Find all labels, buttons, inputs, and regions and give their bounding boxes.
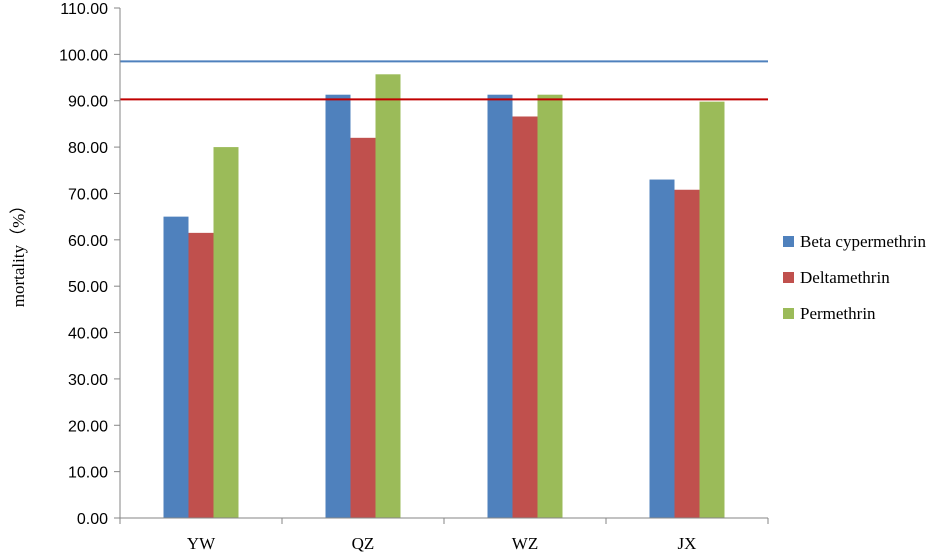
reference-lines — [120, 60, 768, 101]
x-category-label: WZ — [512, 534, 538, 553]
y-tick-label: 10.00 — [68, 465, 108, 482]
bar-qz-deltamethrin — [350, 137, 376, 518]
bars — [163, 74, 725, 519]
legend-swatch — [783, 236, 794, 247]
x-axis-labels: YW QZ WZ JX — [187, 534, 697, 553]
y-tick-label: 30.00 — [68, 372, 108, 389]
bar-wz-deltamethrin — [512, 116, 538, 518]
y-tick-label: 50.00 — [68, 279, 108, 296]
x-category-label: QZ — [352, 534, 375, 553]
legend-label: Beta cypermethrin — [800, 232, 927, 251]
y-tick-label: 110.00 — [60, 1, 108, 18]
bar-jx-beta-cypermethrin — [649, 179, 675, 518]
bar-qz-permethrin — [375, 74, 401, 519]
y-tick-label: 0.00 — [77, 511, 108, 528]
axes — [119, 8, 769, 524]
legend-label: Deltamethrin — [800, 268, 890, 287]
bar-yw-beta-cypermethrin — [163, 216, 189, 519]
y-tick-label: 60.00 — [68, 233, 108, 250]
y-axis-title: mortality（%） — [9, 197, 28, 307]
legend-swatch — [783, 272, 794, 283]
bar-yw-permethrin — [213, 147, 239, 518]
y-axis-ticks: 0.00 10.00 20.00 30.00 40.00 50.00 60.00 70.00 8… — [59, 1, 120, 528]
legend: Beta cypermethrin Deltamethrin Permethrin — [783, 232, 927, 323]
y-tick-label: 20.00 — [68, 418, 108, 435]
legend-swatch — [783, 308, 794, 319]
y-tick-label: 70.00 — [68, 186, 108, 203]
bar-wz-beta-cypermethrin — [487, 94, 513, 518]
x-category-label: YW — [187, 534, 216, 553]
bar-wz-permethrin — [537, 94, 563, 518]
bar-jx-deltamethrin — [674, 189, 700, 518]
y-tick-label: 80.00 — [68, 140, 108, 157]
legend-label: Permethrin — [800, 304, 876, 323]
y-tick-label: 40.00 — [68, 326, 108, 343]
y-tick-label: 90.00 — [68, 94, 108, 111]
y-tick-label: 100.00 — [59, 47, 108, 64]
bar-jx-permethrin — [699, 101, 725, 519]
bar-qz-beta-cypermethrin — [325, 94, 351, 518]
x-category-label: JX — [678, 534, 697, 553]
bar-yw-deltamethrin — [188, 232, 214, 518]
